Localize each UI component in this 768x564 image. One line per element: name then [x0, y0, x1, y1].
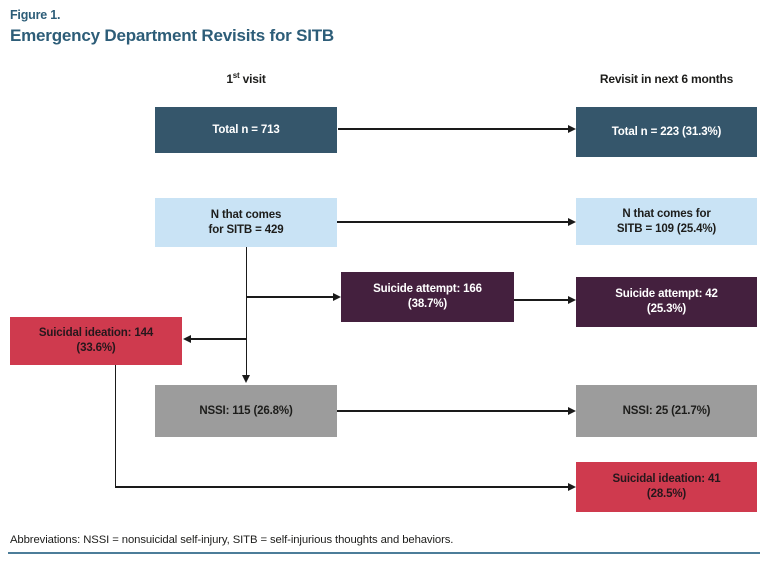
arrowhead-right-icon [333, 292, 341, 301]
arrowhead-right-icon [568, 295, 576, 304]
node-label-line1: Suicide attempt: 42 [615, 288, 718, 301]
connector-ideation-down-line [114, 365, 116, 487]
node-label-line1: Suicidal ideation: 41 [612, 473, 721, 486]
node-label-line1: Suicide attempt: 166 [373, 283, 482, 296]
node-label-line2: (33.6%) [76, 342, 116, 354]
connector-sitb-line [337, 221, 569, 223]
figure-title: Emergency Department Revisits for SITB [10, 26, 334, 45]
node-nssi-first-visit: NSSI: 115 (26.8%) [155, 385, 337, 437]
connector-ideation-across-line [114, 486, 569, 488]
connector-nssi-line [337, 410, 569, 412]
node-label: Total n = 223 (31.3%) [611, 125, 722, 138]
node-suicidal-ideation-first-visit: Suicidal ideation: 144 (33.6%) [10, 317, 182, 365]
node-total-first-visit: Total n = 713 [155, 107, 337, 153]
node-sitb-first-visit: N that comes for SITB = 429 [155, 198, 337, 247]
first-visit-ordinal-suffix: st [232, 71, 240, 80]
column-header-first-visit: 1st visit [155, 71, 337, 87]
connector-trunk-line [245, 247, 247, 375]
abbreviations-note: Abbreviations: NSSI = nonsuicidal self-i… [10, 534, 454, 546]
node-label-line2: SITB = 109 (25.4%) [616, 222, 717, 235]
node-suicide-attempt-revisit: Suicide attempt: 42 (25.3%) [576, 277, 757, 327]
node-total-revisit: Total n = 223 (31.3%) [576, 107, 757, 157]
node-label-line2: for SITB = 429 [208, 223, 284, 236]
node-label-line1: N that comes for [622, 207, 711, 220]
arrowhead-down-icon [242, 375, 250, 383]
node-label-line2: (28.5%) [646, 488, 687, 500]
figure-number-label: Figure 1. [10, 8, 61, 22]
connector-attempt-branch-line [246, 296, 334, 298]
arrowhead-right-icon [568, 406, 576, 415]
arrowhead-right-icon [568, 482, 576, 491]
column-header-revisit: Revisit in next 6 months [599, 72, 734, 86]
node-sitb-revisit: N that comes for SITB = 109 (25.4%) [576, 198, 757, 245]
arrowhead-right-icon [568, 124, 576, 133]
node-label: Total n = 713 [212, 123, 280, 136]
arrowhead-left-icon [183, 334, 191, 343]
connector-total-line [338, 128, 569, 130]
node-label-line2: (38.7%) [407, 298, 448, 310]
node-label-line1: Suicidal ideation: 144 [38, 327, 154, 340]
arrowhead-right-icon [568, 217, 576, 226]
node-suicidal-ideation-revisit: Suicidal ideation: 41 (28.5%) [576, 462, 757, 512]
node-suicide-attempt-first-visit: Suicide attempt: 166 (38.7%) [341, 272, 514, 322]
first-visit-word: visit [239, 72, 266, 86]
first-visit-number: 1 [226, 72, 233, 86]
node-label-line2: (25.3%) [646, 303, 687, 315]
connector-attempt-line [514, 299, 569, 301]
bottom-rule [8, 552, 760, 554]
node-label-line1: N that comes [210, 208, 282, 221]
node-label: NSSI: 115 (26.8%) [199, 404, 293, 417]
connector-ideation-branch-line [191, 338, 247, 340]
node-label: NSSI: 25 (21.7%) [622, 404, 711, 417]
node-nssi-revisit: NSSI: 25 (21.7%) [576, 385, 757, 437]
